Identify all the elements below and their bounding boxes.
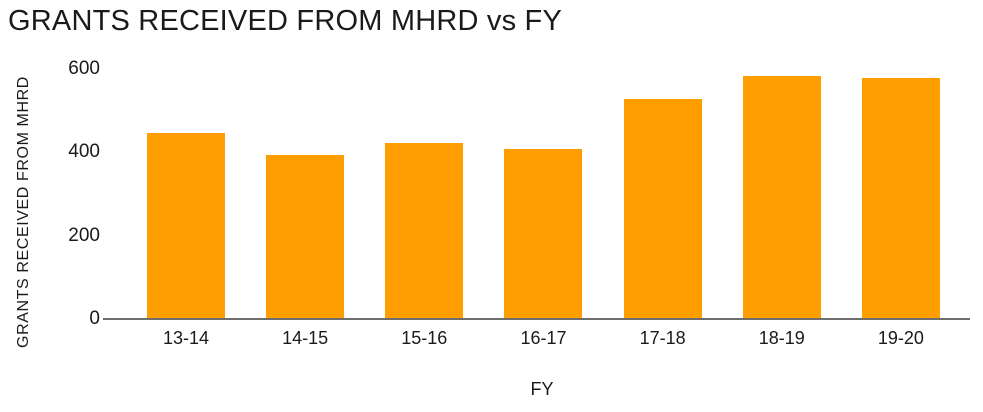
bar-14-15 bbox=[266, 155, 345, 318]
bar-18-19 bbox=[742, 76, 821, 318]
bar-15-16 bbox=[385, 143, 464, 318]
bar-13-14 bbox=[147, 133, 225, 318]
chart-title: GRANTS RECEIVED FROM MHRD vs FY bbox=[8, 5, 562, 37]
bar-17-18 bbox=[623, 99, 702, 318]
y-tick-200: 200 bbox=[68, 225, 100, 246]
x-axis-tick-labels: 13-14 14-15 15-16 16-17 17-18 18-19 19-20 bbox=[147, 327, 940, 349]
x-axis-title: FY bbox=[530, 379, 554, 399]
x-axis-line bbox=[103, 318, 970, 320]
bar-series bbox=[147, 68, 940, 318]
y-tick-0: 0 bbox=[89, 308, 100, 329]
bar-16-17 bbox=[504, 149, 583, 318]
x-tick-17-18: 17-18 bbox=[639, 328, 686, 348]
x-tick-15-16: 15-16 bbox=[401, 328, 448, 348]
x-tick-16-17: 16-17 bbox=[520, 328, 567, 348]
x-tick-19-20: 19-20 bbox=[877, 328, 924, 348]
y-tick-400: 400 bbox=[68, 141, 100, 162]
x-tick-13-14: 13-14 bbox=[162, 328, 210, 348]
y-tick-600: 600 bbox=[68, 58, 100, 79]
x-tick-14-15: 14-15 bbox=[282, 328, 329, 348]
x-tick-18-19: 18-19 bbox=[758, 328, 805, 348]
bar-19-20 bbox=[861, 78, 940, 318]
